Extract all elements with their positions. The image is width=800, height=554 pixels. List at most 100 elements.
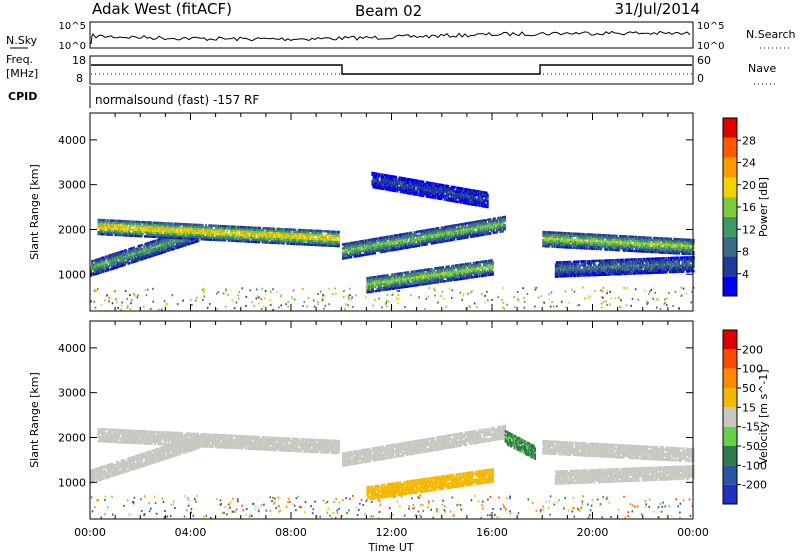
power-cell (342, 251, 345, 254)
power-cell (120, 223, 123, 227)
power-cell (452, 196, 455, 199)
power-cell (380, 236, 383, 239)
power-cell (179, 243, 182, 246)
power-cell (311, 229, 314, 232)
power-cell (389, 283, 391, 287)
power-cell (551, 241, 554, 244)
power-cell (104, 257, 107, 261)
power-cell (128, 220, 131, 223)
power-cell (380, 179, 383, 182)
power-cell (191, 241, 194, 244)
power-cell (165, 236, 168, 239)
power-cell (400, 233, 402, 236)
power-cell (125, 230, 128, 233)
power-cell (603, 240, 606, 243)
power-cell (404, 234, 407, 237)
power-cell (465, 270, 468, 274)
power-cell (142, 223, 145, 226)
power-cell (578, 238, 581, 242)
power-cell (163, 228, 166, 231)
power-cell (152, 229, 155, 232)
power-cell (385, 184, 387, 187)
power-cell (212, 224, 215, 227)
power-cell (226, 237, 229, 240)
power-cell (392, 175, 395, 178)
power-cell (409, 237, 412, 241)
power-cell (593, 245, 596, 248)
power-cell (253, 240, 256, 244)
power-cell (373, 186, 376, 189)
power-cell (471, 268, 474, 271)
power-cell (372, 177, 375, 181)
power-cell (385, 246, 388, 249)
power-cell (441, 276, 443, 279)
power-cell (372, 180, 375, 183)
power-cell (460, 191, 463, 194)
power-cell (372, 280, 374, 283)
power-cell (111, 261, 114, 264)
power-cell (157, 221, 160, 225)
power-cell (428, 270, 431, 273)
power-cell (189, 237, 192, 240)
power-cell (187, 241, 190, 244)
power-cell (259, 230, 262, 234)
power-cell (110, 255, 113, 259)
power-cell (281, 230, 284, 233)
power-cell (167, 236, 170, 239)
power-cell (418, 281, 421, 284)
power-cell (461, 195, 464, 198)
power-cell (461, 229, 464, 232)
power-cell (412, 243, 415, 246)
power-cell (335, 238, 337, 242)
power-cell (165, 241, 168, 245)
power-cell (134, 254, 137, 257)
power-cell (584, 243, 587, 246)
power-cell (177, 244, 180, 247)
power-cell (601, 238, 603, 241)
power-cell (612, 242, 615, 245)
power-cell (331, 230, 334, 233)
power-cell (385, 248, 388, 251)
power-cell (341, 255, 344, 258)
power-cell (151, 254, 154, 258)
power-cell (467, 264, 469, 267)
power-cell (166, 243, 169, 246)
power-cell (450, 189, 453, 192)
power-cell (276, 227, 279, 231)
power-cell (384, 288, 387, 291)
power-cell (316, 239, 319, 243)
power-cell (151, 231, 154, 234)
power-cell (481, 233, 484, 236)
power-cell (346, 242, 349, 245)
power-cell (434, 196, 437, 200)
power-cell (316, 235, 319, 239)
power-cell (121, 226, 124, 229)
power-cell (327, 238, 330, 241)
power-cell (372, 175, 375, 179)
power-cell (479, 226, 482, 229)
power-cell (101, 256, 104, 260)
power-cell (343, 257, 346, 260)
power-cell (474, 261, 477, 264)
power-cell (93, 267, 96, 270)
power-cell (423, 190, 426, 194)
power-cell (405, 273, 408, 276)
power-cell (139, 234, 142, 238)
power-cell (98, 222, 101, 226)
power-cell (459, 187, 462, 190)
power-cell (307, 231, 310, 234)
power-cell (415, 185, 418, 188)
power-cell (141, 231, 144, 234)
power-cell (233, 227, 236, 230)
power-cell (457, 227, 460, 230)
power-cell (421, 194, 424, 197)
power-cell (133, 246, 135, 249)
power-cell (403, 189, 406, 192)
power-cell (281, 228, 284, 231)
power-cell (320, 231, 323, 235)
power-cell (463, 236, 466, 240)
power-cell (585, 235, 588, 238)
power-cell (151, 240, 154, 244)
power-cell (455, 192, 458, 195)
power-cell (148, 233, 151, 236)
